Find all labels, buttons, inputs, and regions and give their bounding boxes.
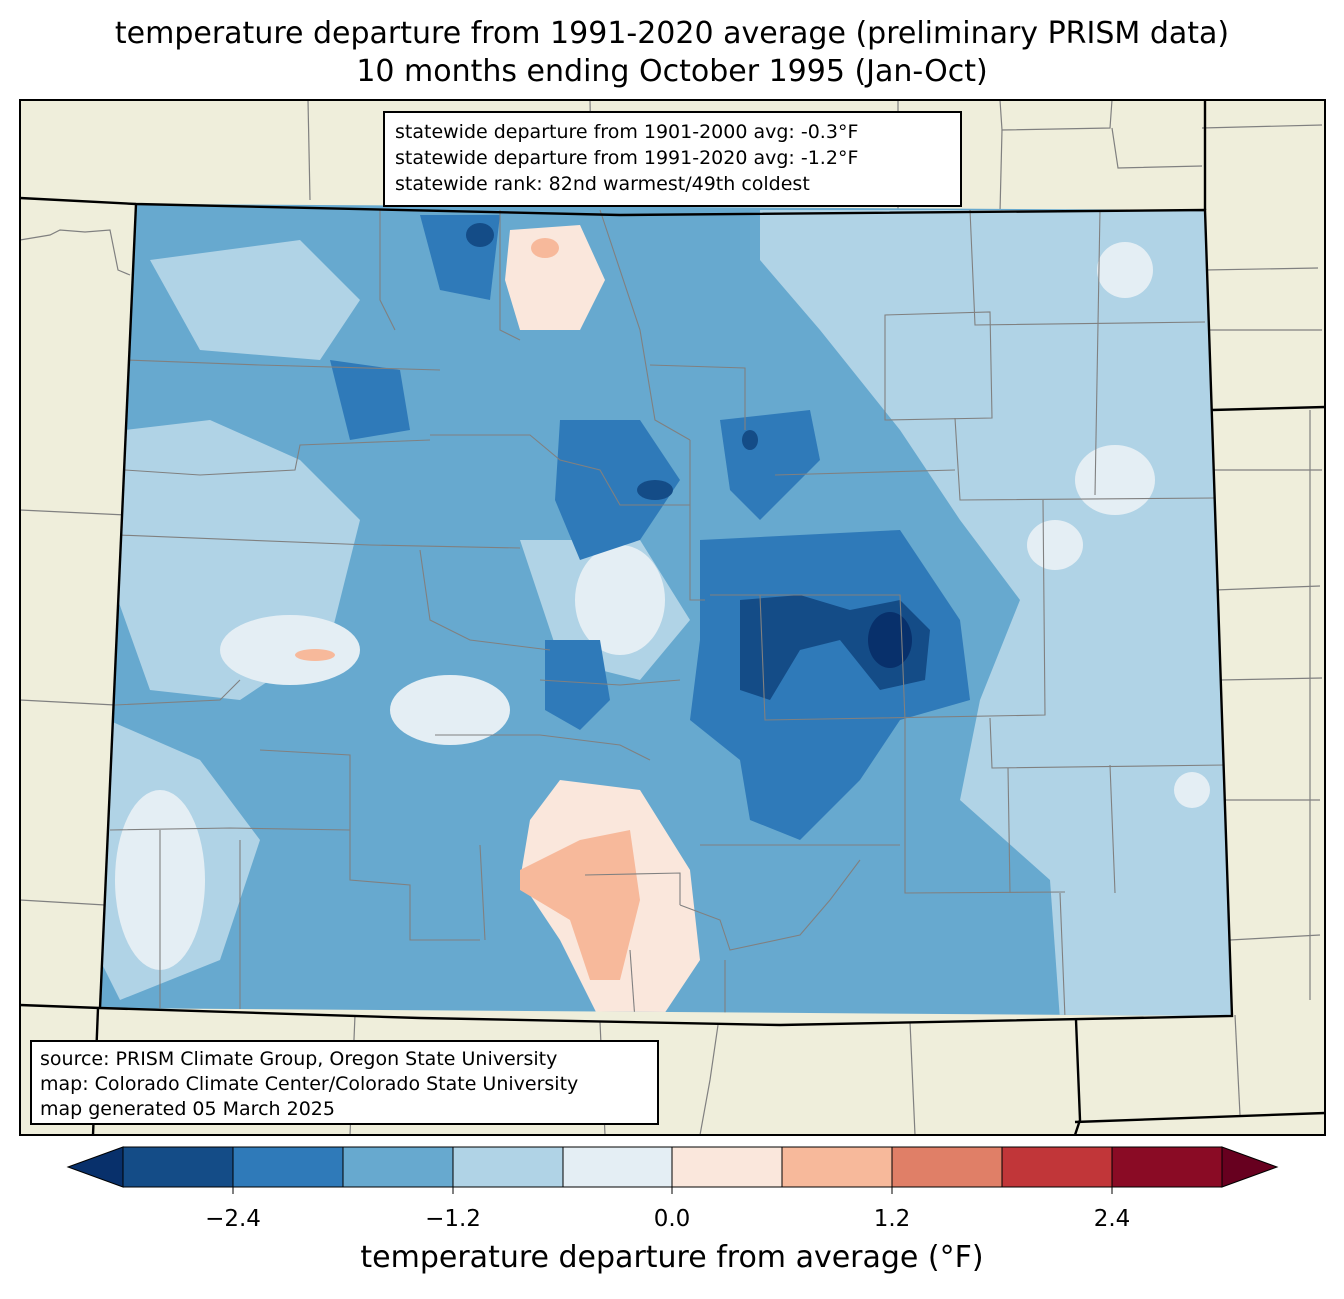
colorado-border bbox=[19, 196, 1234, 1027]
contour-north-warm bbox=[505, 225, 605, 330]
contour-mountain-coldest bbox=[637, 480, 673, 500]
colorbar-bin-2 bbox=[232, 1146, 344, 1188]
colorbar-label: temperature departure from average (°F) bbox=[360, 1240, 984, 1275]
colorbar-extend-low bbox=[66, 1146, 124, 1188]
contour-north-coldest bbox=[466, 223, 494, 247]
source-line-2: map: Colorado Climate Center/Colorado St… bbox=[40, 1073, 579, 1095]
colorbar-bin-5 bbox=[562, 1146, 673, 1188]
temperature-contours bbox=[100, 204, 1232, 1016]
source-line-3: map generated 05 March 2025 bbox=[40, 1098, 335, 1120]
contour-frontrange-coldest bbox=[742, 430, 758, 450]
colorbar-bin-7 bbox=[781, 1146, 893, 1188]
statewide-stats-box: statewide departure from 1901-2000 avg: … bbox=[383, 111, 962, 207]
map-title-line-2: 10 months ending October 1995 (Jan-Oct) bbox=[356, 54, 988, 89]
source-box: source: PRISM Climate Group, Oregon Stat… bbox=[30, 1040, 659, 1125]
colorbar-bin-8 bbox=[891, 1146, 1003, 1188]
contour-central-neutral bbox=[575, 545, 665, 655]
contour-mountain-cold-2 bbox=[545, 640, 610, 730]
colorbar-bin-6 bbox=[671, 1146, 783, 1188]
contour-north-warm-peak bbox=[531, 238, 559, 258]
colorbar-bin-10 bbox=[1111, 1146, 1223, 1188]
contour-south-warm-peak bbox=[520, 830, 640, 980]
stats-line-3: statewide rank: 82nd warmest/49th coldes… bbox=[395, 173, 810, 195]
stats-line-2: statewide departure from 1991-2020 avg: … bbox=[395, 147, 859, 169]
stats-line-1: statewide departure from 1901-2000 avg: … bbox=[395, 121, 859, 143]
colorbar-bin-3 bbox=[342, 1146, 454, 1188]
colorbar-tick-label-5: 2.4 bbox=[1093, 1206, 1131, 1232]
colorbar-tick-label-1: −2.4 bbox=[205, 1206, 261, 1232]
colorado-county-lines bbox=[109, 209, 1226, 1016]
colorbar-bin-4 bbox=[452, 1146, 564, 1188]
colorbar-tick-label-2: −1.2 bbox=[425, 1206, 481, 1232]
colorbar-tick-label-4: 1.2 bbox=[873, 1206, 911, 1232]
contour-core-coldest bbox=[868, 612, 912, 668]
contour-northwest-light bbox=[150, 240, 360, 360]
colorbar-bin-9 bbox=[1001, 1146, 1113, 1188]
colorbar-tick-label-3: 0.0 bbox=[653, 1206, 691, 1232]
contour-mountain-cold bbox=[555, 420, 680, 560]
source-line-1: source: PRISM Climate Group, Oregon Stat… bbox=[40, 1048, 558, 1070]
colorbar bbox=[66, 1146, 1279, 1194]
map-frame bbox=[19, 99, 1326, 1136]
contour-west-warm-spot bbox=[295, 649, 335, 661]
contour-northeast-neutral bbox=[1097, 242, 1153, 298]
contour-east-light bbox=[760, 210, 1232, 1016]
colorbar-extend-high bbox=[1221, 1146, 1279, 1188]
contour-east-neutral-2 bbox=[1027, 520, 1083, 570]
colorbar-bin-1 bbox=[122, 1146, 234, 1188]
contour-west-neutral bbox=[220, 615, 360, 685]
contour-east-neutral-1 bbox=[1075, 445, 1155, 515]
map-title-line-1: temperature departure from 1991-2020 ave… bbox=[114, 16, 1230, 51]
contour-southeast-neutral bbox=[1174, 772, 1210, 808]
contour-northwest-cold bbox=[330, 360, 410, 440]
contour-sw-central-neutral bbox=[390, 675, 510, 745]
